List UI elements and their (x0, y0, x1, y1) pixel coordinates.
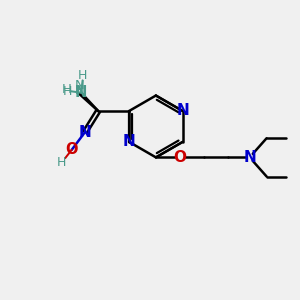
Text: H: H (63, 85, 72, 98)
Text: N: N (176, 103, 189, 118)
Text: N: N (123, 134, 136, 149)
Text: H: H (78, 69, 87, 82)
Text: H: H (57, 156, 66, 169)
Text: O: O (173, 150, 187, 165)
Text: O: O (65, 142, 78, 158)
Text: H: H (62, 83, 72, 96)
Text: N: N (79, 125, 91, 140)
Text: H: H (75, 85, 84, 98)
Text: N: N (244, 150, 257, 165)
Text: N: N (74, 79, 84, 92)
Text: N: N (75, 85, 87, 100)
